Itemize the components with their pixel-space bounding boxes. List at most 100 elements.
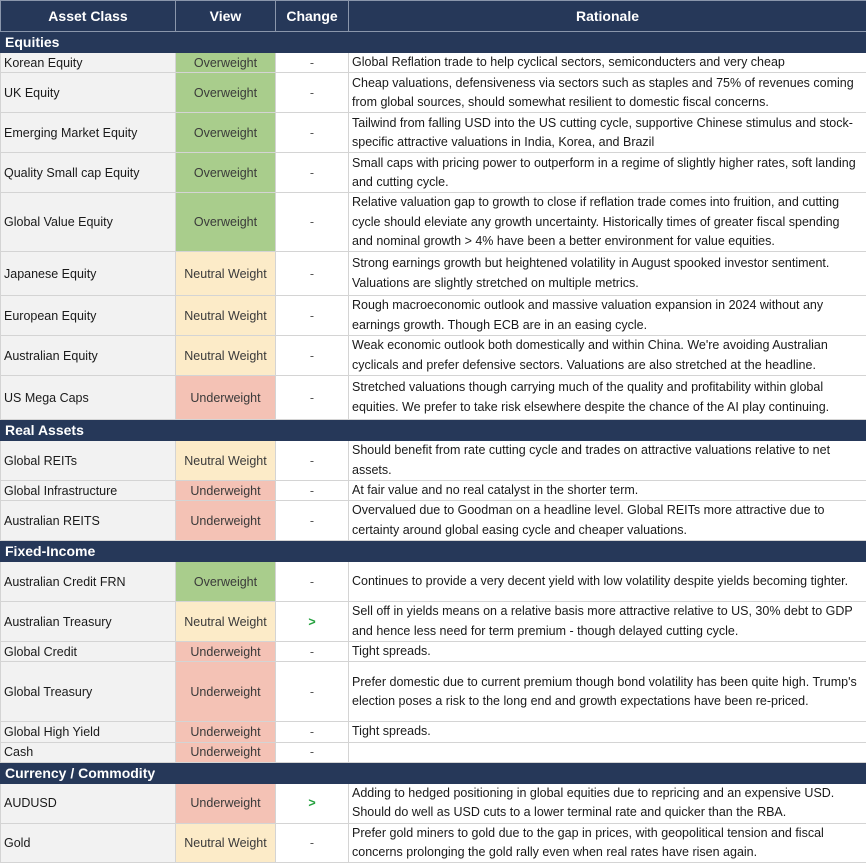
rationale-cell: Overvalued due to Goodman on a headline … bbox=[349, 501, 866, 541]
rationale-cell: Tight spreads. bbox=[349, 722, 866, 742]
view-cell: Neutral Weight bbox=[176, 296, 276, 336]
change-cell: - bbox=[276, 376, 349, 420]
asset-cell: AUDUSD bbox=[1, 783, 176, 823]
section-title: Currency / Commodity bbox=[1, 762, 866, 783]
rationale-cell: Prefer gold miners to gold due to the ga… bbox=[349, 823, 866, 863]
rationale-cell: Tight spreads. bbox=[349, 642, 866, 662]
view-cell: Underweight bbox=[176, 742, 276, 762]
rationale-cell: Small caps with pricing power to outperf… bbox=[349, 153, 866, 193]
view-cell: Underweight bbox=[176, 376, 276, 420]
asset-cell: Emerging Market Equity bbox=[1, 113, 176, 153]
change-cell: - bbox=[276, 501, 349, 541]
rationale-cell: Weak economic outlook both domestically … bbox=[349, 336, 866, 376]
section-header: Equities bbox=[1, 32, 866, 53]
view-cell: Neutral Weight bbox=[176, 441, 276, 481]
asset-cell: Global High Yield bbox=[1, 722, 176, 742]
view-cell: Overweight bbox=[176, 562, 276, 602]
rationale-cell: Stretched valuations though carrying muc… bbox=[349, 376, 866, 420]
rationale-cell: Relative valuation gap to growth to clos… bbox=[349, 193, 866, 252]
asset-cell: Global REITs bbox=[1, 441, 176, 481]
view-cell: Neutral Weight bbox=[176, 602, 276, 642]
asset-cell: Japanese Equity bbox=[1, 252, 176, 296]
rationale-cell: Prefer domestic due to current premium t… bbox=[349, 662, 866, 722]
rationale-cell: Rough macroeconomic outlook and massive … bbox=[349, 296, 866, 336]
rationale-cell: Sell off in yields means on a relative b… bbox=[349, 602, 866, 642]
rationale-cell: Cheap valuations, defensiveness via sect… bbox=[349, 73, 866, 113]
rationale-cell: At fair value and no real catalyst in th… bbox=[349, 481, 866, 501]
asset-cell: Korean Equity bbox=[1, 53, 176, 73]
view-cell: Underweight bbox=[176, 662, 276, 722]
asset-cell: Global Treasury bbox=[1, 662, 176, 722]
section-header: Fixed-Income bbox=[1, 541, 866, 562]
section-title: Fixed-Income bbox=[1, 541, 866, 562]
view-cell: Underweight bbox=[176, 481, 276, 501]
view-cell: Overweight bbox=[176, 53, 276, 73]
header-asset-class: Asset Class bbox=[1, 1, 176, 32]
rationale-cell: Should benefit from rate cutting cycle a… bbox=[349, 441, 866, 481]
view-cell: Overweight bbox=[176, 113, 276, 153]
view-cell: Overweight bbox=[176, 193, 276, 252]
view-cell: Neutral Weight bbox=[176, 252, 276, 296]
view-cell: Underweight bbox=[176, 783, 276, 823]
view-cell: Underweight bbox=[176, 642, 276, 662]
view-cell: Underweight bbox=[176, 501, 276, 541]
change-cell: - bbox=[276, 662, 349, 722]
view-cell: Neutral Weight bbox=[176, 336, 276, 376]
change-cell: - bbox=[276, 642, 349, 662]
view-cell: Overweight bbox=[176, 153, 276, 193]
change-cell: - bbox=[276, 336, 349, 376]
change-cell: - bbox=[276, 481, 349, 501]
view-cell: Underweight bbox=[176, 722, 276, 742]
change-cell: - bbox=[276, 252, 349, 296]
asset-cell: UK Equity bbox=[1, 73, 176, 113]
change-cell: - bbox=[276, 193, 349, 252]
change-cell: - bbox=[276, 53, 349, 73]
asset-cell: Gold bbox=[1, 823, 176, 863]
section-header: Currency / Commodity bbox=[1, 762, 866, 783]
rationale-cell: Tailwind from falling USD into the US cu… bbox=[349, 113, 866, 153]
header-row: Asset Class View Change Rationale bbox=[1, 1, 866, 32]
header-change: Change bbox=[276, 1, 349, 32]
header-view: View bbox=[176, 1, 276, 32]
change-cell: - bbox=[276, 562, 349, 602]
asset-cell: Global Value Equity bbox=[1, 193, 176, 252]
rationale-cell: Adding to hedged positioning in global e… bbox=[349, 783, 866, 823]
change-cell: - bbox=[276, 441, 349, 481]
rationale-cell: Strong earnings growth but heightened vo… bbox=[349, 252, 866, 296]
asset-cell: Global Credit bbox=[1, 642, 176, 662]
change-cell: - bbox=[276, 153, 349, 193]
view-cell: Neutral Weight bbox=[176, 823, 276, 863]
section-title: Equities bbox=[1, 32, 866, 53]
section-title: Real Assets bbox=[1, 420, 866, 441]
asset-cell: Australian Credit FRN bbox=[1, 562, 176, 602]
asset-cell: Australian Treasury bbox=[1, 602, 176, 642]
rationale-cell bbox=[349, 742, 866, 762]
change-cell: > bbox=[276, 783, 349, 823]
change-cell: > bbox=[276, 602, 349, 642]
rationale-cell: Continues to provide a very decent yield… bbox=[349, 562, 866, 602]
asset-cell: Australian REITS bbox=[1, 501, 176, 541]
asset-cell: Cash bbox=[1, 742, 176, 762]
asset-cell: Quality Small cap Equity bbox=[1, 153, 176, 193]
change-cell: - bbox=[276, 823, 349, 863]
